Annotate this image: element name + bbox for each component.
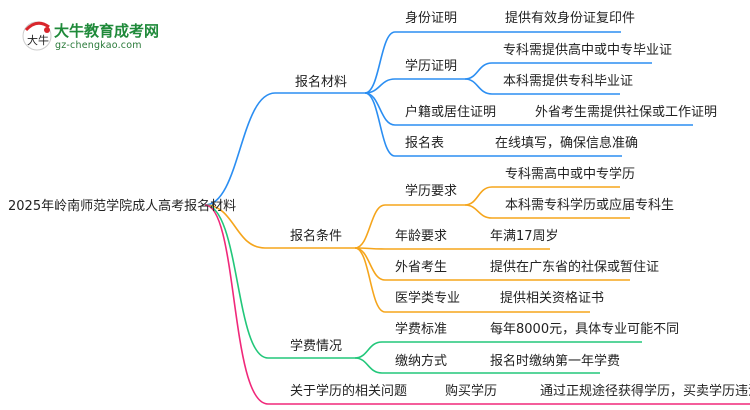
node-edu-req-detail-1: 专科需高中或中专学历 xyxy=(505,167,636,182)
node-age-req-detail: 年满17周岁 xyxy=(490,229,559,244)
node-out-of-province: 外省考生 xyxy=(395,260,448,275)
node-buy-diploma: 购买学历 xyxy=(445,384,498,399)
node-fee-standard: 学费标准 xyxy=(395,322,448,337)
node-edu-proof-detail-2: 本科需提供专科毕业证 xyxy=(503,74,634,89)
logo-url: gz-chengkao.com xyxy=(55,40,142,51)
logo-mark-icon: 大牛 xyxy=(22,21,52,51)
branch-fees-lines xyxy=(204,204,642,374)
branch-issues: 关于学历的相关问题 xyxy=(290,384,408,399)
node-id-proof-detail: 提供有效身份证复印件 xyxy=(505,11,636,26)
node-edu-req-detail-2: 本科需专科学历或应届专科生 xyxy=(505,198,675,213)
node-payment-detail: 报名时缴纳第一年学费 xyxy=(490,354,621,369)
logo: 大牛 大牛教育成考网 gz-chengkao.com xyxy=(22,18,162,54)
node-edu-proof: 学历证明 xyxy=(405,59,458,74)
node-fee-standard-detail: 每年8000元，具体专业可能不同 xyxy=(490,322,680,337)
node-age-req: 年龄要求 xyxy=(395,229,448,244)
node-medical-detail: 提供相关资格证书 xyxy=(500,291,605,306)
branch-fees: 学费情况 xyxy=(290,339,343,354)
logo-title: 大牛教育成考网 xyxy=(54,22,160,40)
branch-materials-lines xyxy=(204,31,693,206)
node-payment: 缴纳方式 xyxy=(395,354,448,369)
node-medical: 医学类专业 xyxy=(395,291,461,306)
node-residence-proof-detail: 外省考生需提供社保或工作证明 xyxy=(535,105,718,120)
node-residence-proof: 户籍或居住证明 xyxy=(405,105,497,120)
node-edu-proof-detail-1: 专科需提供高中或中专毕业证 xyxy=(503,43,673,58)
node-buy-diploma-detail: 通过正规途径获得学历，买卖学历违法 xyxy=(540,384,750,399)
node-form: 报名表 xyxy=(405,136,445,151)
node-edu-req: 学历要求 xyxy=(405,184,458,199)
branch-conditions-lines xyxy=(204,186,630,313)
branch-conditions: 报名条件 xyxy=(290,229,343,244)
branch-materials: 报名材料 xyxy=(295,75,348,90)
node-id-proof: 身份证明 xyxy=(405,11,458,26)
svg-text:大牛: 大牛 xyxy=(27,33,49,47)
root-topic: 2025年岭南师范学院成人高考报名材料 xyxy=(8,199,237,214)
branch-issues-lines xyxy=(204,204,750,405)
node-form-detail: 在线填写，确保信息准确 xyxy=(495,136,639,151)
node-out-of-province-detail: 提供在广东省的社保或暂住证 xyxy=(490,260,660,275)
